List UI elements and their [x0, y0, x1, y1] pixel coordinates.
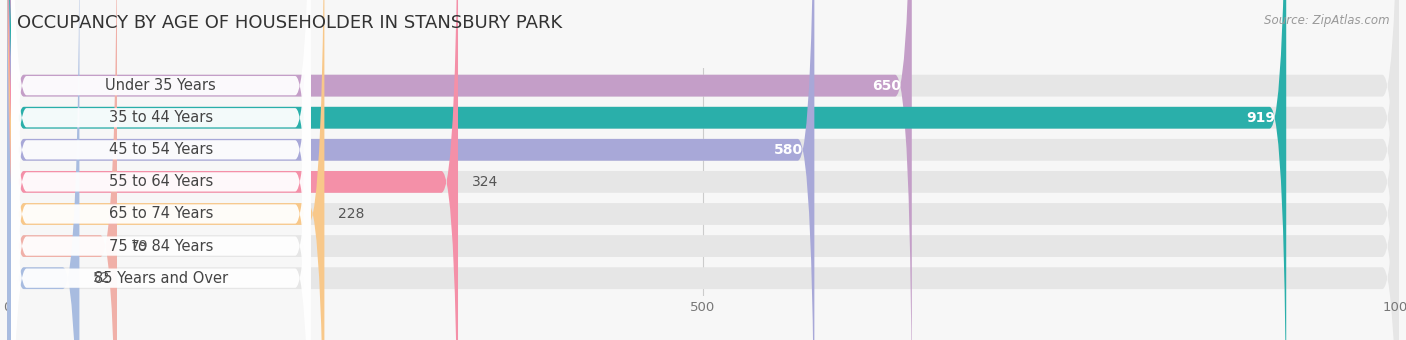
Text: 52: 52: [93, 271, 111, 285]
FancyBboxPatch shape: [7, 0, 1399, 340]
FancyBboxPatch shape: [11, 0, 311, 340]
FancyBboxPatch shape: [7, 0, 458, 340]
Text: 55 to 64 Years: 55 to 64 Years: [108, 174, 212, 189]
Text: 35 to 44 Years: 35 to 44 Years: [108, 110, 212, 125]
Text: 85 Years and Over: 85 Years and Over: [94, 271, 228, 286]
Text: 324: 324: [472, 175, 498, 189]
FancyBboxPatch shape: [7, 0, 1399, 340]
Text: 65 to 74 Years: 65 to 74 Years: [108, 206, 214, 221]
FancyBboxPatch shape: [11, 0, 311, 340]
Text: Source: ZipAtlas.com: Source: ZipAtlas.com: [1264, 14, 1389, 27]
FancyBboxPatch shape: [7, 0, 1399, 340]
FancyBboxPatch shape: [7, 0, 1399, 340]
Text: 45 to 54 Years: 45 to 54 Years: [108, 142, 212, 157]
FancyBboxPatch shape: [11, 0, 311, 340]
Text: Under 35 Years: Under 35 Years: [105, 78, 217, 93]
Text: 79: 79: [131, 239, 149, 253]
FancyBboxPatch shape: [7, 0, 1286, 340]
FancyBboxPatch shape: [7, 0, 117, 340]
Text: OCCUPANCY BY AGE OF HOUSEHOLDER IN STANSBURY PARK: OCCUPANCY BY AGE OF HOUSEHOLDER IN STANS…: [17, 14, 562, 32]
FancyBboxPatch shape: [7, 0, 814, 340]
Text: 75 to 84 Years: 75 to 84 Years: [108, 239, 214, 254]
Text: 580: 580: [775, 143, 803, 157]
FancyBboxPatch shape: [7, 0, 912, 340]
FancyBboxPatch shape: [7, 0, 1399, 340]
FancyBboxPatch shape: [11, 0, 311, 340]
FancyBboxPatch shape: [11, 0, 311, 340]
FancyBboxPatch shape: [7, 0, 79, 340]
Text: 228: 228: [339, 207, 364, 221]
FancyBboxPatch shape: [11, 0, 311, 340]
FancyBboxPatch shape: [7, 0, 1399, 340]
Text: 650: 650: [872, 79, 901, 92]
FancyBboxPatch shape: [7, 0, 325, 340]
Text: 919: 919: [1246, 111, 1275, 125]
FancyBboxPatch shape: [7, 0, 1399, 340]
FancyBboxPatch shape: [11, 0, 311, 340]
